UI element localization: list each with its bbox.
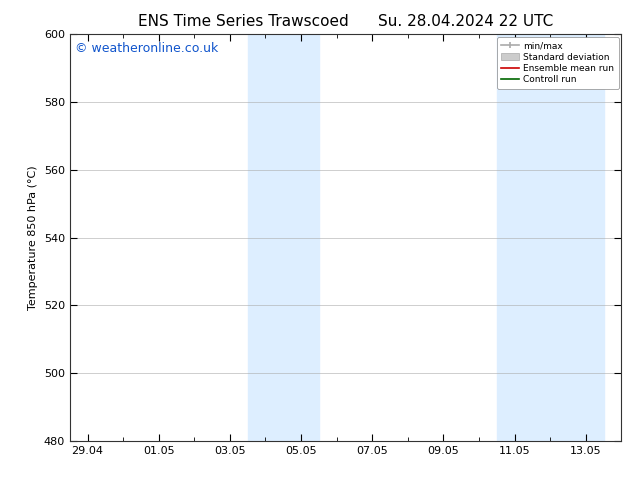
Bar [533,34,568,441]
Bar [497,34,533,441]
Y-axis label: Temperature 850 hPa (°C): Temperature 850 hPa (°C) [28,165,38,310]
Bar [283,34,319,441]
Title: ENS Time Series Trawscoed      Su. 28.04.2024 22 UTC: ENS Time Series Trawscoed Su. 28.04.2024… [138,14,553,29]
Legend: min/max, Standard deviation, Ensemble mean run, Controll run: min/max, Standard deviation, Ensemble me… [497,37,619,89]
Bar [568,34,604,441]
Bar [248,34,283,441]
Text: © weatheronline.co.uk: © weatheronline.co.uk [75,43,219,55]
